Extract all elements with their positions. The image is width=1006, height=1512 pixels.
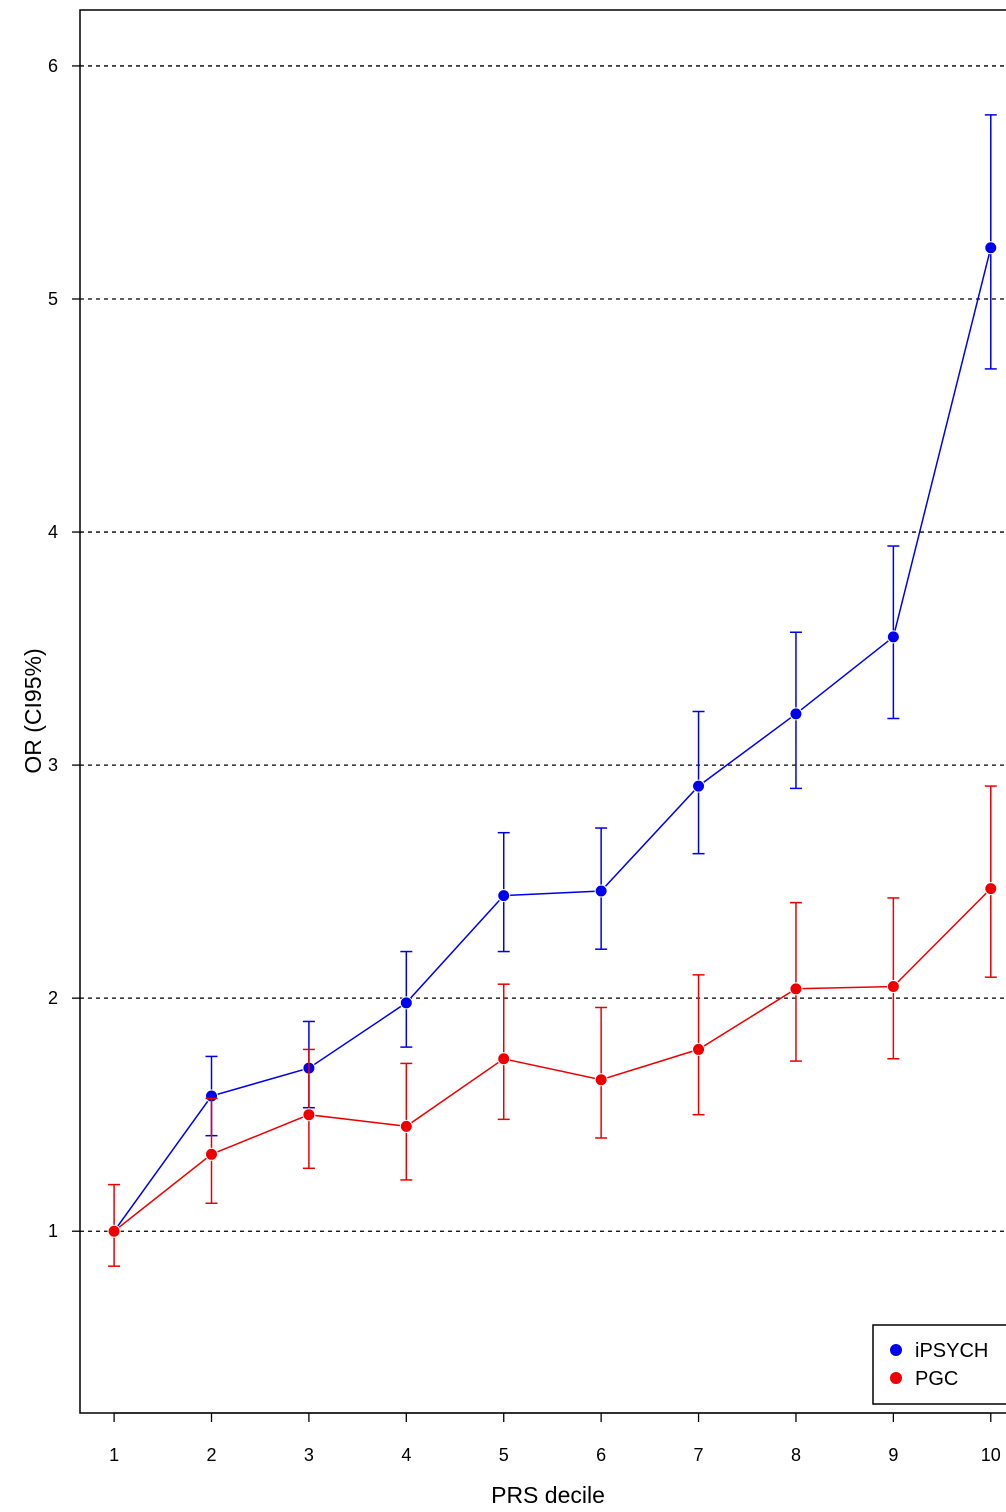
data-point-pgc [789, 982, 803, 996]
y-tick-label: 1 [48, 1221, 58, 1241]
y-tick-label: 5 [48, 289, 58, 309]
data-point-pgc [497, 1052, 511, 1066]
legend-box [872, 1324, 1006, 1405]
y-tick-label: 4 [48, 522, 58, 542]
axes: 1 2 3 4 5 6 1 2 3 4 5 6 7 8 9 10 [48, 56, 1001, 1465]
data-point-pgc [302, 1108, 316, 1122]
plot-frame [79, 9, 1006, 1414]
x-tick-label: 6 [596, 1445, 606, 1465]
y-tick-label: 2 [48, 988, 58, 1008]
series-line-ipsych [113, 247, 992, 1232]
data-point-ipsych [886, 630, 900, 644]
data-point-ipsych [789, 707, 803, 721]
x-tick-label: 10 [981, 1445, 1001, 1465]
x-axis-title: PRS decile [491, 1482, 605, 1508]
data-point-ipsych [984, 241, 998, 255]
data-point-pgc [205, 1147, 219, 1161]
legend: iPSYCH PGC [872, 1324, 1006, 1405]
x-tick-label: 5 [499, 1445, 509, 1465]
legend-label-ipsych: iPSYCH [915, 1340, 988, 1362]
legend-marker-pgc [890, 1372, 902, 1384]
y-axis-title: OR (CI95%) [20, 648, 46, 773]
x-tick-label: 7 [694, 1445, 704, 1465]
data-point-pgc [984, 882, 998, 896]
x-tick-label: 1 [109, 1445, 119, 1465]
x-tick-label: 2 [206, 1445, 216, 1465]
legend-marker-ipsych [890, 1344, 902, 1356]
data-point-pgc [594, 1073, 608, 1087]
data-point-ipsych [497, 889, 511, 903]
x-tick-label: 3 [304, 1445, 314, 1465]
x-tick-label: 8 [791, 1445, 801, 1465]
data-point-ipsych [692, 779, 706, 793]
data-point-ipsych [594, 884, 608, 898]
data-point-ipsych [399, 996, 413, 1010]
series-line-pgc [113, 888, 992, 1232]
data-point-pgc [399, 1119, 413, 1133]
y-tick-label: 6 [48, 56, 58, 76]
x-tick-label: 4 [401, 1445, 411, 1465]
x-tick-label: 9 [888, 1445, 898, 1465]
data-point-pgc [692, 1042, 706, 1056]
data-point-pgc [886, 980, 900, 994]
grid-lines [80, 65, 1006, 1232]
legend-label-pgc: PGC [915, 1368, 958, 1390]
series [107, 114, 998, 1267]
data-point-pgc [107, 1224, 121, 1238]
series-pgc [107, 785, 998, 1267]
y-tick-label: 3 [48, 755, 58, 775]
